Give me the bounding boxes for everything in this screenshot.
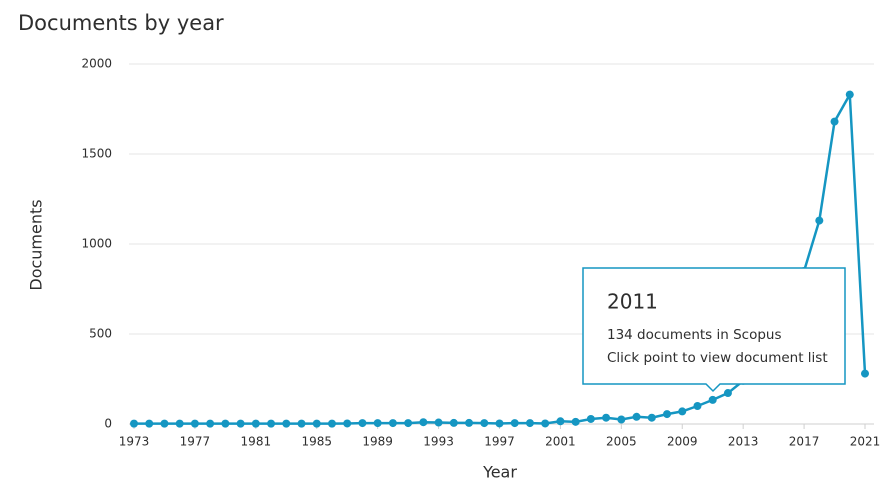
data-point[interactable] (221, 419, 230, 428)
data-point[interactable] (190, 419, 199, 428)
x-tick-label: 1981 (241, 435, 272, 449)
data-point[interactable] (206, 419, 215, 428)
data-point[interactable] (419, 418, 428, 427)
data-point[interactable] (723, 389, 732, 398)
chart-title: Documents by year (18, 11, 224, 35)
y-tick-label: 1000 (81, 237, 112, 251)
y-tick-label: 500 (89, 327, 112, 341)
tooltip-title: 2011 (607, 290, 658, 314)
data-point[interactable] (449, 418, 458, 427)
data-point[interactable] (145, 419, 154, 428)
y-tick-label: 0 (104, 417, 112, 431)
data-point[interactable] (602, 413, 611, 422)
data-point[interactable] (541, 419, 550, 428)
data-point[interactable] (480, 419, 489, 428)
tooltip-text: Click point to view document list (607, 350, 828, 366)
x-tick-label: 2021 (850, 435, 881, 449)
data-point[interactable] (373, 419, 382, 428)
data-point[interactable] (861, 369, 869, 378)
data-point[interactable] (510, 419, 519, 428)
data-point[interactable] (678, 407, 687, 416)
y-axis-label: Documents (27, 199, 46, 290)
data-point[interactable] (663, 410, 672, 419)
data-point[interactable] (388, 419, 397, 428)
data-point[interactable] (434, 418, 443, 427)
x-tick-label: 2001 (545, 435, 576, 449)
tooltip-text: 134 documents in Scopus (607, 327, 782, 343)
data-point[interactable] (282, 419, 291, 428)
y-tick-label: 1500 (81, 147, 112, 161)
x-tick-label: 1997 (484, 435, 515, 449)
data-point[interactable] (175, 419, 184, 428)
y-tick-label: 2000 (81, 57, 112, 71)
x-tick-label: 1977 (180, 435, 211, 449)
tooltip-box (582, 267, 846, 393)
data-point[interactable] (708, 395, 717, 404)
data-point[interactable] (267, 419, 276, 428)
data-point[interactable] (236, 419, 245, 428)
data-point[interactable] (343, 419, 352, 428)
x-tick-label: 2005 (606, 435, 637, 449)
x-axis-label: Year (482, 463, 517, 482)
data-point[interactable] (632, 412, 641, 421)
data-point[interactable] (693, 402, 702, 410)
data-point[interactable] (617, 415, 626, 424)
data-point[interactable] (556, 417, 565, 426)
data-point[interactable] (647, 413, 656, 422)
x-tick-label: 2013 (728, 435, 759, 449)
data-point[interactable] (845, 90, 854, 99)
data-point[interactable] (327, 419, 336, 428)
data-point[interactable] (312, 419, 321, 428)
data-point[interactable] (297, 419, 306, 428)
data-point[interactable] (586, 414, 595, 423)
data-point[interactable] (130, 419, 138, 428)
data-point[interactable] (495, 419, 504, 428)
data-point[interactable] (160, 419, 169, 428)
data-point[interactable] (830, 117, 839, 126)
x-tick-label: 2017 (789, 435, 820, 449)
x-tick-label: 1973 (119, 435, 150, 449)
data-point[interactable] (525, 419, 534, 428)
x-tick-label: 1985 (301, 435, 332, 449)
data-point[interactable] (571, 417, 580, 426)
data-point[interactable] (815, 216, 824, 225)
data-point[interactable] (465, 418, 474, 427)
data-point[interactable] (251, 419, 260, 428)
data-point[interactable] (404, 419, 413, 428)
data-point[interactable] (358, 419, 367, 428)
x-tick-label: 1989 (362, 435, 393, 449)
x-tick-label: 2009 (667, 435, 698, 449)
x-tick-label: 1993 (423, 435, 454, 449)
